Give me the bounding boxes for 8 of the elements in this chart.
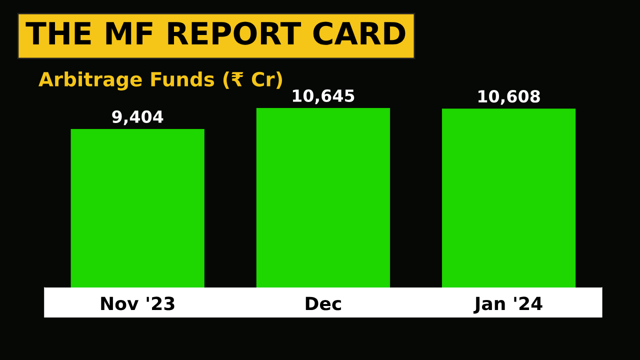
x-tick-label: Jan '24 xyxy=(473,296,542,314)
data-label: 10,608 xyxy=(478,90,540,105)
chart-subtitle: Arbitrage Funds (₹ Cr) xyxy=(38,72,282,90)
data-label: 9,404 xyxy=(112,110,164,126)
x-tick-label: Dec xyxy=(306,296,341,310)
x-tick-label: Nov '23 xyxy=(101,296,174,310)
data-label: 10,645 xyxy=(292,89,354,104)
chart-title: THE MF REPORT CARD xyxy=(26,22,406,45)
